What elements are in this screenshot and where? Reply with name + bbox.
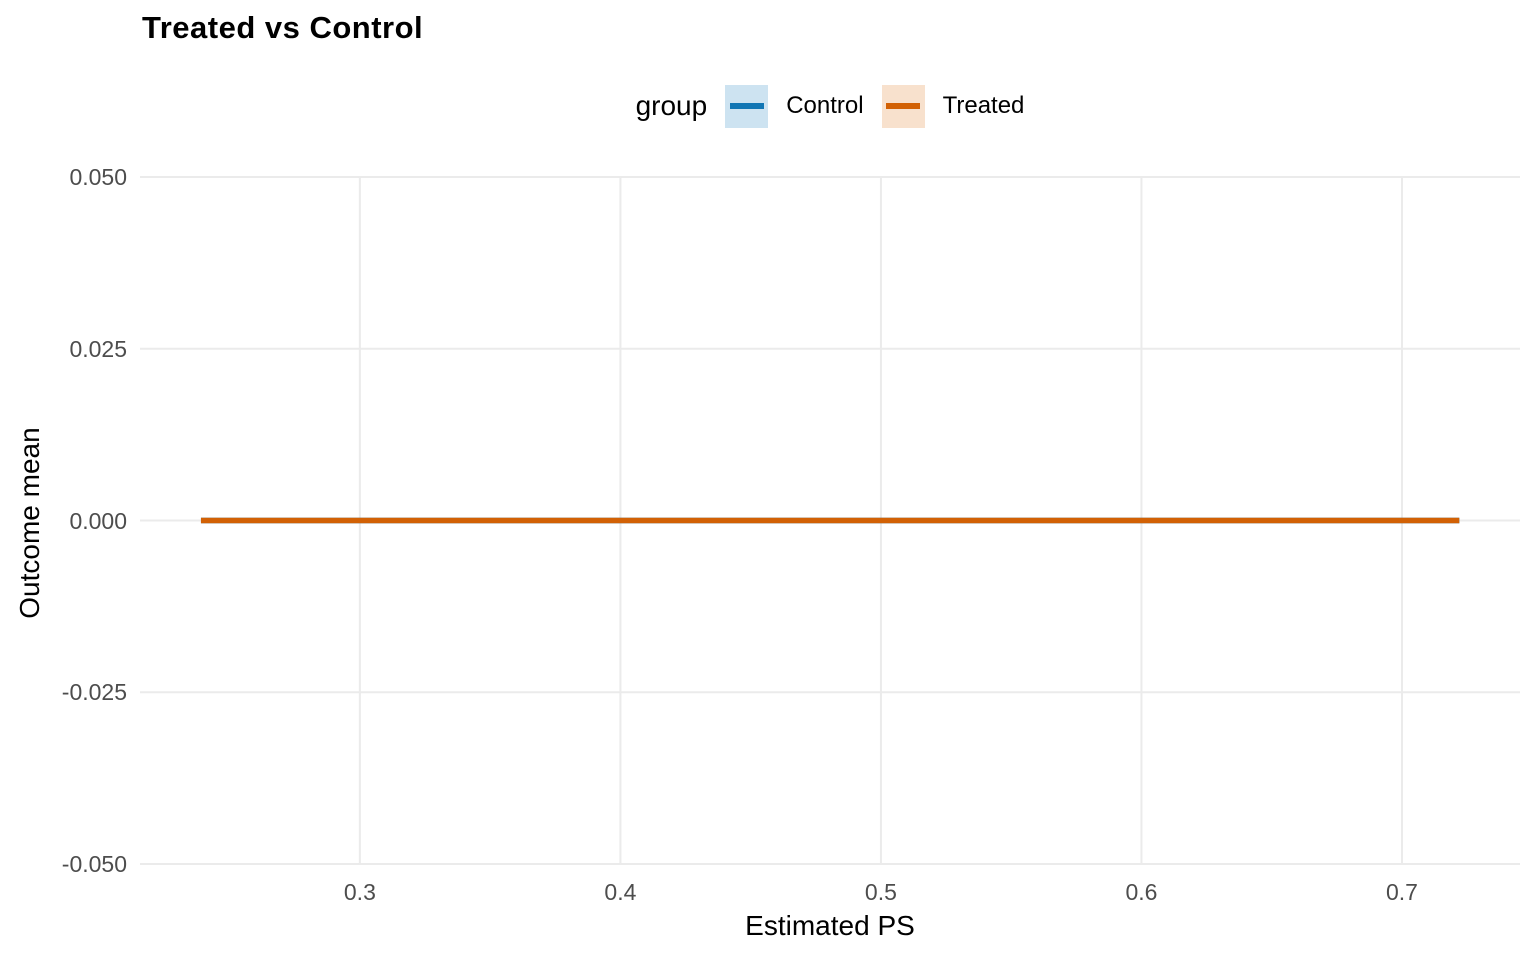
- legend-key-line-treated: [886, 103, 921, 109]
- y-tick-label--0.025: -0.025: [61, 679, 127, 706]
- x-axis-title: Estimated PS: [745, 910, 915, 941]
- x-tick-label-0.4: 0.4: [604, 879, 637, 905]
- legend-label-control: Control: [786, 92, 864, 119]
- x-tick-label-0.7: 0.7: [1385, 879, 1418, 905]
- legend-key-treated: [881, 84, 925, 128]
- y-tick-label-0.025: 0.025: [69, 335, 127, 362]
- y-tick-label-0.000: 0.000: [69, 507, 127, 534]
- y-tick-label--0.050: -0.050: [61, 851, 127, 877]
- legend: group Control Treated: [140, 84, 1520, 128]
- x-tick-label-0.5: 0.5: [864, 879, 897, 905]
- legend-key-control: [725, 84, 769, 128]
- legend-title: group: [635, 90, 708, 121]
- legend-key-line-control: [729, 103, 764, 109]
- x-tick-label-0.3: 0.3: [343, 879, 376, 905]
- legend-items: Control Treated: [725, 84, 1025, 128]
- legend-label-treated: Treated: [942, 92, 1025, 119]
- y-tick-label-0.050: 0.050: [69, 164, 127, 190]
- x-tick-label-0.6: 0.6: [1125, 879, 1158, 905]
- plot-title: Treated vs Control: [142, 10, 424, 45]
